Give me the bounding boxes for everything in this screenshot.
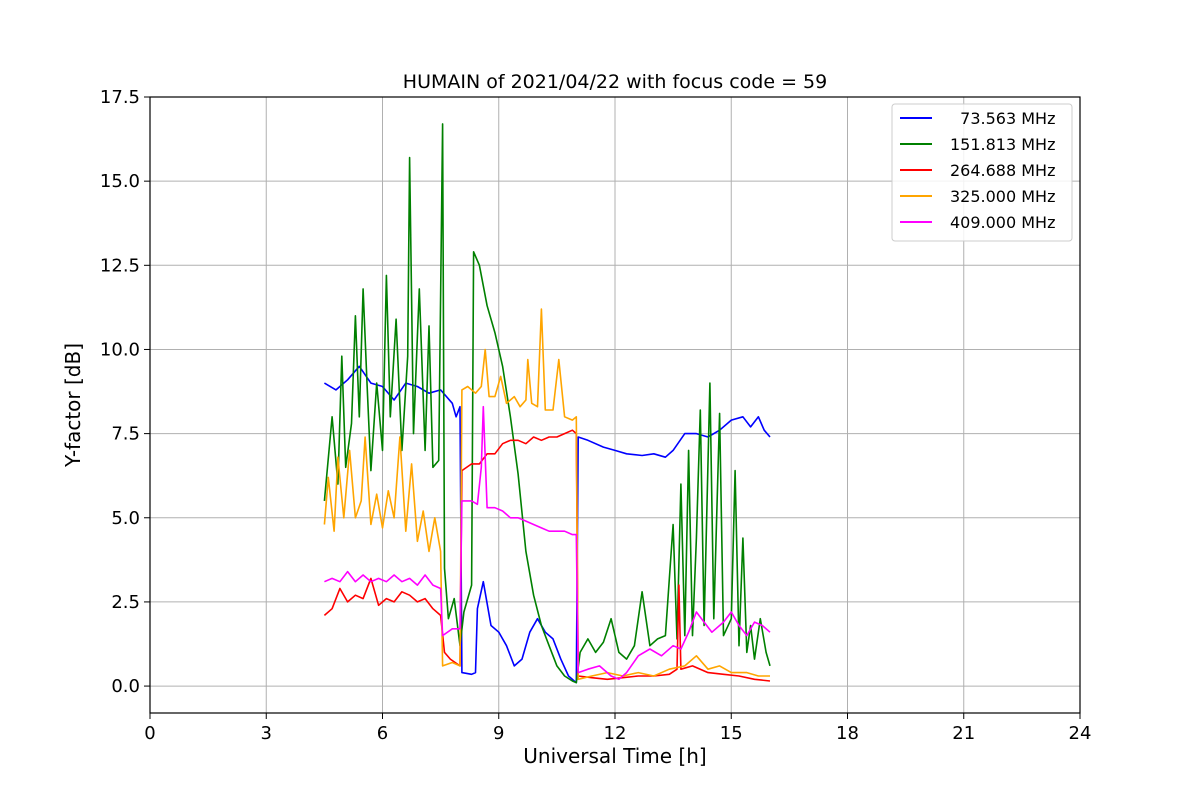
x-tick-label: 12 [604,723,627,744]
y-tick-label: 7.5 [111,424,140,445]
legend-label-5: 409.000 MHz [950,213,1055,232]
y-tick-label: 15.0 [100,171,140,192]
y-axis-label: Y-factor [dB] [61,343,85,468]
series-line-5 [324,405,771,681]
y-tick-label: 12.5 [100,255,140,276]
series-layer [323,123,771,684]
legend-box [891,103,1073,242]
x-tick-label: 3 [261,723,272,744]
legend-label-2: 151.813 MHz [950,135,1055,154]
x-tick-label: 0 [144,723,155,744]
legend-label-4: 325.000 MHz [950,187,1055,206]
y-tick-label: 2.5 [111,592,140,613]
series-line-1 [323,365,771,684]
series-line-4 [323,308,770,681]
x-axis-label: Universal Time [h] [523,744,706,768]
x-tick-label: 9 [493,723,504,744]
x-tick-label: 21 [952,723,975,744]
x-tick-label: 15 [720,723,743,744]
y-tick-label: 5.0 [111,508,140,529]
series-line-2 [323,123,771,684]
x-tick-label: 6 [377,723,388,744]
y-tick-label: 0.0 [111,676,140,697]
x-tick-label: 18 [836,723,859,744]
legend: 73.563 MHz 151.813 MHz 264.688 MHz 325.000 … [891,103,1073,242]
y-tick-label: 10.0 [100,339,140,360]
x-tick-label: 24 [1069,723,1092,744]
legend-label-1: 73.563 MHz [950,109,1055,128]
tick-layer: 0 3 6 9 12 15 18 21 24 0.0 2.5 5.0 7.5 10.0 12.5 15.0 17… [100,87,1092,744]
chart-title: HUMAIN of 2021/04/22 with focus code = 5… [403,71,827,93]
y-tick-label: 17.5 [100,87,140,108]
legend-label-3: 264.688 MHz [950,161,1055,180]
series-line-3 [323,429,771,682]
